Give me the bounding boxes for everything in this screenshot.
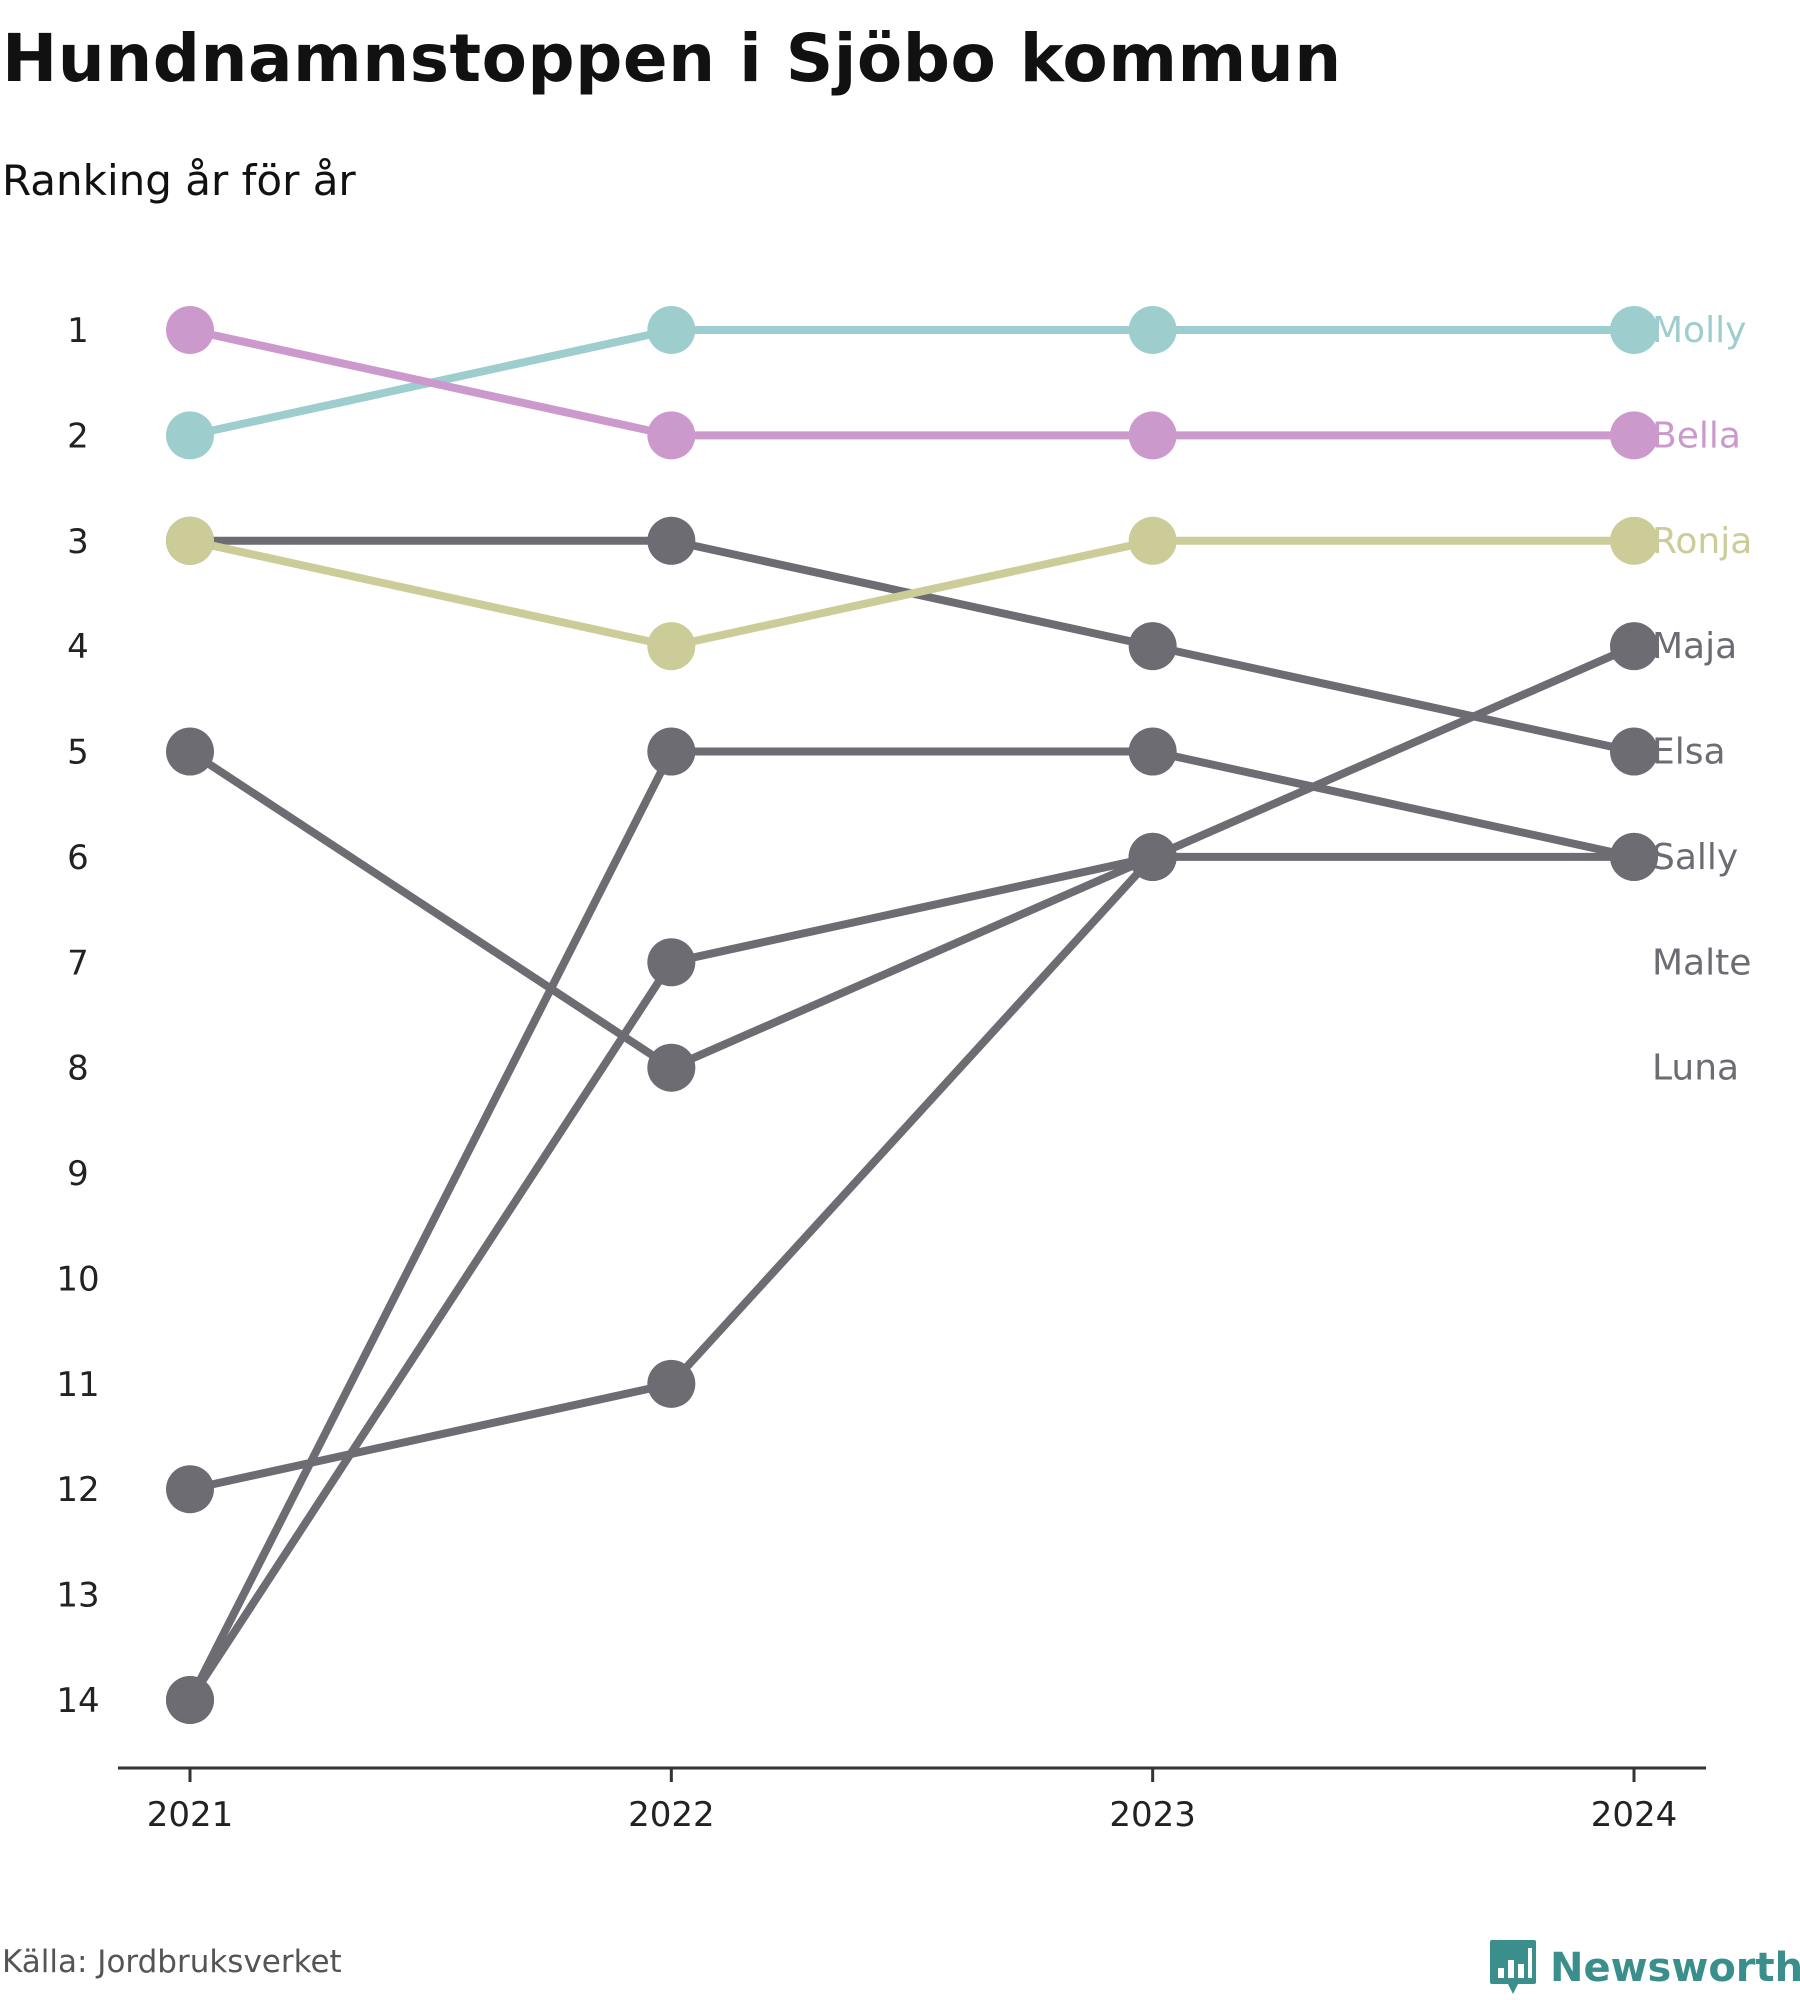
series-markers: [166, 306, 1658, 1724]
point-molly-2024: [1610, 306, 1658, 354]
series-label-malte: Malte: [1652, 942, 1751, 983]
source-note: Källa: Jordbruksverket: [2, 1944, 342, 1980]
series-label-bella: Bella: [1652, 415, 1741, 456]
y-tick-label-8: 8: [67, 1049, 89, 1089]
point-malte-2021: [166, 1676, 214, 1724]
point-malte-2022: [647, 938, 696, 987]
bar-chart-icon: [1490, 1940, 1536, 1994]
point-ronja-2021: [166, 516, 214, 565]
y-tick-label-11: 11: [56, 1365, 99, 1405]
point-bella-2023: [1128, 411, 1177, 460]
y-tick-label-6: 6: [67, 838, 89, 878]
y-tick-label-10: 10: [56, 1259, 99, 1299]
point-ronja-2024: [1610, 516, 1658, 565]
y-tick-label-3: 3: [67, 522, 89, 562]
point-ronja-2022: [647, 622, 696, 671]
x-tick-label-2024: 2024: [1591, 1795, 1678, 1835]
series-line-molly: [186, 326, 1638, 440]
y-tick-label-12: 12: [56, 1470, 99, 1510]
point-elsa-2022: [647, 516, 696, 565]
y-tick-label-7: 7: [67, 943, 89, 983]
point-molly-2022: [647, 306, 696, 354]
chart-subtitle: Ranking år för år: [2, 156, 356, 205]
series-line-maja: [186, 642, 1638, 1494]
point-malte-2024: [1610, 832, 1658, 881]
brand-name: Newsworthy: [1550, 1945, 1800, 1991]
series-label-maja: Maja: [1652, 626, 1737, 667]
point-ronja-2023: [1128, 516, 1177, 565]
point-sally-2023: [1128, 727, 1177, 776]
chart-title: Hundnamnstoppen i Sjöbo kommun: [2, 20, 1342, 97]
y-tick-label-14: 14: [56, 1681, 99, 1721]
x-tick-label-2022: 2022: [628, 1795, 715, 1835]
point-molly-2023: [1128, 306, 1177, 354]
point-bella-2024: [1610, 411, 1658, 460]
point-luna-2023: [1128, 832, 1177, 881]
y-tick-label-13: 13: [56, 1576, 99, 1616]
point-bella-2022: [647, 411, 696, 460]
point-bella-2021: [166, 306, 214, 354]
point-elsa-2024: [1610, 727, 1658, 776]
brand-logo: Newsworthy: [1488, 1938, 1800, 1998]
y-tick-label-9: 9: [67, 1154, 89, 1194]
point-luna-2022: [647, 1043, 696, 1092]
y-tick-label-1: 1: [67, 311, 89, 351]
series-label-ronja: Ronja: [1652, 521, 1752, 562]
series-label-luna: Luna: [1652, 1048, 1739, 1089]
series-line-sally: [186, 747, 1638, 1704]
x-tick-label-2021: 2021: [147, 1795, 234, 1835]
series-label-elsa: Elsa: [1652, 732, 1726, 773]
y-tick-label-4: 4: [67, 627, 89, 667]
series-line-elsa: [186, 536, 1638, 756]
point-molly-2021: [166, 411, 214, 460]
point-sally-2022: [647, 727, 696, 776]
y-tick-label-5: 5: [67, 733, 89, 773]
series-line-bella: [186, 326, 1638, 440]
y-tick-label-2: 2: [67, 416, 89, 456]
series-line-ronja: [186, 536, 1638, 651]
series-label-sally: Sally: [1652, 837, 1738, 878]
series-line-malte: [186, 852, 1638, 1704]
series-lines: [186, 326, 1638, 1704]
point-maja-2021: [166, 1465, 214, 1514]
point-luna-2021: [166, 727, 214, 776]
series-label-molly: Molly: [1652, 310, 1746, 351]
x-tick-label-2023: 2023: [1109, 1795, 1196, 1835]
point-maja-2022: [647, 1359, 696, 1408]
point-elsa-2023: [1128, 622, 1177, 671]
point-maja-2024: [1610, 622, 1658, 671]
